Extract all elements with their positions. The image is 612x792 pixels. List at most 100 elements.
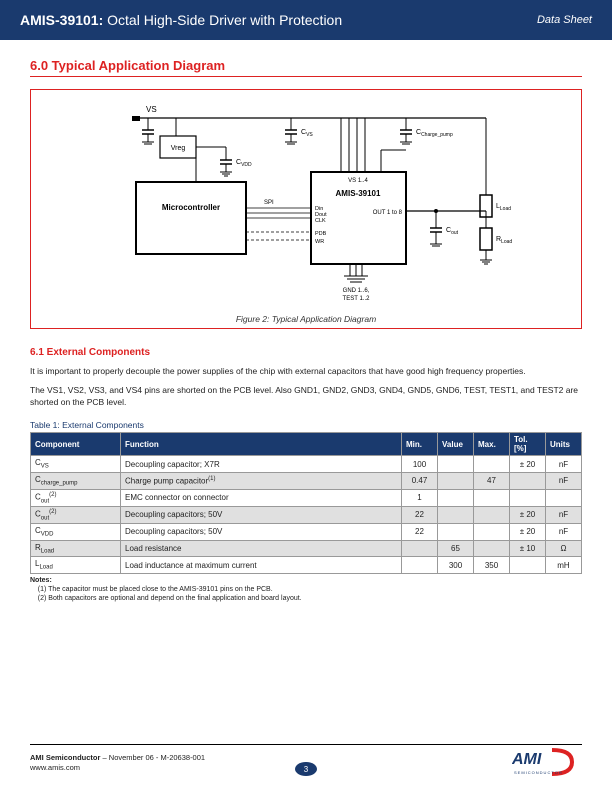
- cell-component: LLoad: [31, 557, 121, 574]
- svg-text:AMI: AMI: [512, 751, 542, 768]
- cell-max: [474, 489, 510, 506]
- cell-units: nF: [546, 506, 582, 523]
- para-1: It is important to properly decouple the…: [30, 366, 582, 377]
- clk-label: CLK: [315, 218, 326, 224]
- ami-logo-icon: AMI SEMICONDUCTOR: [512, 748, 582, 776]
- cell-value: [438, 456, 474, 473]
- cell-component: CVDD: [31, 524, 121, 541]
- section-title: 6.0 Typical Application Diagram: [30, 58, 582, 77]
- header-title: AMIS-39101: Octal High-Side Driver with …: [20, 12, 342, 28]
- pdb-label: PDB: [315, 231, 327, 237]
- cell-min: 100: [402, 456, 438, 473]
- svg-text:SEMICONDUCTOR: SEMICONDUCTOR: [514, 770, 563, 775]
- footer-logo: AMI SEMICONDUCTOR: [512, 748, 582, 778]
- cell-component: Cout(2): [31, 506, 121, 523]
- page-content: 6.0 Typical Application Diagram VS Vreg …: [0, 40, 612, 603]
- cell-function: Decoupling capacitors; 50V: [121, 506, 402, 523]
- footer-date: – November 06 - M-20638-001: [100, 753, 205, 762]
- table-caption: Table 1: External Components: [30, 420, 582, 430]
- cell-function: Charge pump capacitor(1): [121, 473, 402, 490]
- out-label: OUT 1 to 8: [373, 210, 403, 216]
- cell-tol: [510, 473, 546, 490]
- th-tol: Tol. [%]: [510, 433, 546, 456]
- part-desc: Octal High-Side Driver with Protection: [107, 12, 342, 28]
- th-units: Units: [546, 433, 582, 456]
- cell-value: [438, 489, 474, 506]
- cell-max: [474, 456, 510, 473]
- para-2: The VS1, VS2, VS3, and VS4 pins are shor…: [30, 385, 582, 408]
- cell-max: [474, 524, 510, 541]
- wr-label: WR: [315, 239, 324, 245]
- cell-function: Load inductance at maximum current: [121, 557, 402, 574]
- cell-component: RLoad: [31, 540, 121, 557]
- cell-units: Ω: [546, 540, 582, 557]
- th-max: Max.: [474, 433, 510, 456]
- table-row: CVDDDecoupling capacitors; 50V22 ± 20nF: [31, 524, 582, 541]
- note-1: (1) The capacitor must be placed close t…: [38, 586, 273, 593]
- cout-label: Cout: [446, 227, 459, 236]
- lload-label: LLoad: [496, 203, 511, 212]
- cell-tol: [510, 557, 546, 574]
- spi-label: SPI: [264, 200, 274, 206]
- note-2: (2) Both capacitors are optional and dep…: [38, 595, 302, 602]
- application-diagram-box: VS Vreg CVDD: [30, 89, 582, 329]
- cell-function: Decoupling capacitors; 50V: [121, 524, 402, 541]
- cell-max: 47: [474, 473, 510, 490]
- footer-company: AMI Semiconductor: [30, 753, 100, 762]
- part-number: AMIS-39101:: [20, 12, 103, 28]
- cell-tol: ± 20: [510, 524, 546, 541]
- cell-units: nF: [546, 456, 582, 473]
- doc-type: Data Sheet: [537, 14, 592, 26]
- cell-tol: ± 10: [510, 540, 546, 557]
- cchg-label: CCharge_pump: [416, 129, 453, 138]
- footer-left: AMI Semiconductor – November 06 - M-2063…: [30, 753, 205, 773]
- cell-min: 1: [402, 489, 438, 506]
- cell-function: Load resistance: [121, 540, 402, 557]
- cell-function: Decoupling capacitor; X7R: [121, 456, 402, 473]
- th-function: Function: [121, 433, 402, 456]
- micro-label: Microcontroller: [162, 203, 220, 212]
- cell-min: 22: [402, 524, 438, 541]
- cell-units: [546, 489, 582, 506]
- cell-function: EMC connector on connector: [121, 489, 402, 506]
- page-number-badge: 3: [295, 762, 317, 776]
- cell-value: [438, 524, 474, 541]
- table-row: LLoadLoad inductance at maximum current 3…: [31, 557, 582, 574]
- cell-tol: ± 20: [510, 456, 546, 473]
- cell-max: [474, 540, 510, 557]
- gnd-label: GND 1..6,: [343, 288, 370, 294]
- table-header-row: Component Function Min. Value Max. Tol. …: [31, 433, 582, 456]
- table-row: Ccharge_pumpCharge pump capacitor(1)0.47…: [31, 473, 582, 490]
- table-row: RLoadLoad resistance 65 ± 10Ω: [31, 540, 582, 557]
- cell-min: [402, 540, 438, 557]
- table-notes: Notes: (1) The capacitor must be placed …: [30, 576, 582, 603]
- vreg-label: Vreg: [171, 145, 186, 152]
- cell-min: 0.47: [402, 473, 438, 490]
- vs14-label: VS 1..4: [348, 178, 368, 184]
- cell-min: [402, 557, 438, 574]
- table-row: CVSDecoupling capacitor; X7R100 ± 20nF: [31, 456, 582, 473]
- page-header: AMIS-39101: Octal High-Side Driver with …: [0, 0, 612, 40]
- vs-label: VS: [146, 105, 157, 114]
- cell-min: 22: [402, 506, 438, 523]
- chip-label: AMIS-39101: [336, 189, 381, 198]
- th-component: Component: [31, 433, 121, 456]
- cell-component: Cout(2): [31, 489, 121, 506]
- cell-units: mH: [546, 557, 582, 574]
- cell-component: CVS: [31, 456, 121, 473]
- cell-max: 350: [474, 557, 510, 574]
- notes-label: Notes:: [30, 577, 52, 584]
- footer-url: www.amis.com: [30, 763, 80, 772]
- cell-tol: ± 20: [510, 506, 546, 523]
- cell-value: 65: [438, 540, 474, 557]
- cvs-label: CVS: [301, 129, 313, 138]
- cell-units: nF: [546, 524, 582, 541]
- cell-component: Ccharge_pump: [31, 473, 121, 490]
- application-diagram-svg: VS Vreg CVDD: [66, 100, 546, 310]
- cell-value: [438, 506, 474, 523]
- cell-value: [438, 473, 474, 490]
- rload-label: RLoad: [496, 236, 512, 245]
- th-min: Min.: [402, 433, 438, 456]
- subsection-title: 6.1 External Components: [30, 347, 582, 358]
- diagram-caption: Figure 2: Typical Application Diagram: [41, 314, 571, 324]
